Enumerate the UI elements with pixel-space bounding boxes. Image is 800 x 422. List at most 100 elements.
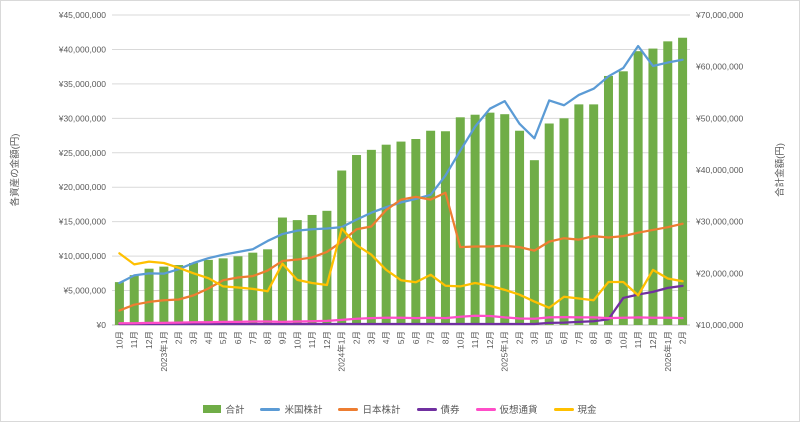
bar-total[interactable] — [337, 170, 347, 325]
bar-total[interactable] — [648, 48, 658, 325]
legend-label-total: 合計 — [225, 405, 245, 416]
bar-total[interactable] — [500, 114, 510, 325]
bar-total[interactable] — [485, 112, 495, 326]
legend-item-us-stocks[interactable]: 米国株計 — [260, 402, 322, 416]
bar-total[interactable] — [307, 214, 317, 325]
legend-item-crypto[interactable]: 仮想通貨 — [475, 402, 538, 416]
bar-total[interactable] — [189, 263, 199, 325]
right-axis-tick-label: ¥10,000,000 — [695, 320, 744, 330]
bar-total[interactable] — [144, 268, 154, 325]
bar-total[interactable] — [233, 256, 243, 325]
bar-total[interactable] — [292, 220, 302, 325]
legend-swatch-cash — [553, 407, 574, 411]
legend-label-jp-stocks: 日本株計 — [362, 405, 401, 416]
line-crypto[interactable] — [118, 314, 684, 325]
x-axis-category-label: 6月 — [411, 331, 421, 344]
bar-total[interactable] — [381, 144, 391, 325]
bar-total[interactable] — [455, 117, 465, 325]
legend-item-jp-stocks[interactable]: 日本株計 — [338, 402, 401, 416]
x-axis-category-label: 4月 — [203, 331, 213, 344]
x-axis-category-label: 12月 — [648, 331, 658, 349]
legend-swatch-total — [203, 405, 222, 413]
x-axis-category-label: 11月 — [633, 331, 643, 348]
bar-total[interactable] — [663, 41, 673, 325]
x-axis-category-label: 11月 — [307, 331, 317, 348]
right-axis-tick-label: ¥50,000,000 — [695, 113, 744, 123]
x-axis-category-label: 3月 — [189, 331, 199, 344]
legend-swatch-bonds — [416, 407, 437, 411]
bar-total[interactable] — [559, 118, 569, 325]
bar-total[interactable] — [129, 275, 139, 325]
line-us-stocks[interactable] — [118, 44, 684, 285]
line-bonds[interactable] — [118, 284, 684, 326]
left-axis-tick-label: ¥5,000,000 — [62, 286, 106, 296]
bar-total[interactable] — [515, 130, 525, 325]
x-axis-category-label: 2024年1月 — [337, 331, 347, 372]
bar-total[interactable] — [440, 131, 450, 325]
bar-total[interactable] — [396, 141, 406, 325]
x-axis-category-label: 2月 — [174, 331, 184, 344]
x-axis-category-label: 9月 — [603, 331, 613, 344]
left-axis-tick-label: ¥20,000,000 — [58, 182, 107, 192]
bar-total[interactable] — [589, 104, 599, 325]
bar-total[interactable] — [603, 75, 613, 325]
x-axis-category-label: 10月 — [292, 331, 302, 349]
bar-total[interactable] — [529, 160, 539, 325]
bar-total[interactable] — [277, 217, 287, 325]
bar-total[interactable] — [159, 266, 169, 325]
x-axis-category-label: 5月 — [218, 331, 228, 344]
left-axis-tick-label: ¥25,000,000 — [58, 148, 107, 158]
x-axis-category-label: 12月 — [144, 331, 154, 349]
bar-total[interactable] — [426, 130, 436, 325]
bar-total[interactable] — [633, 51, 643, 326]
x-axis-category-label: 9月 — [277, 331, 287, 344]
bar-total[interactable] — [678, 37, 688, 325]
legend-swatch-us-stocks — [260, 407, 281, 411]
x-axis-category-label: 2025年1月 — [500, 331, 510, 372]
left-axis-tick-label: ¥0 — [96, 320, 107, 330]
legend-item-total[interactable]: 合計 — [203, 402, 244, 416]
legend-label-crypto: 仮想通貨 — [499, 405, 538, 416]
left-axis-tick-label: ¥10,000,000 — [58, 251, 107, 261]
right-axis-tick-label: ¥30,000,000 — [695, 217, 744, 227]
bar-total[interactable] — [411, 139, 421, 325]
bar-total[interactable] — [352, 155, 362, 325]
bar-total[interactable] — [618, 71, 628, 325]
bar-total[interactable] — [218, 258, 228, 325]
bar-total[interactable] — [366, 149, 376, 325]
bar-total[interactable] — [544, 123, 554, 326]
line-cash[interactable] — [118, 227, 684, 309]
left-axis-tick-label: ¥45,000,000 — [58, 10, 107, 20]
x-axis-category-label: 2023年1月 — [159, 331, 169, 372]
bar-total[interactable] — [470, 114, 480, 325]
left-axis-title: 各資産の金額(円) — [10, 133, 21, 207]
x-axis-category-label: 10月 — [114, 331, 124, 349]
bar-total[interactable] — [114, 282, 124, 325]
right-axis-tick-label: ¥70,000,000 — [695, 10, 744, 20]
x-axis-category-label: 4月 — [381, 331, 391, 344]
bar-total[interactable] — [322, 210, 332, 325]
line-jp-stocks[interactable] — [118, 191, 684, 312]
legend-label-bonds: 債券 — [440, 405, 460, 416]
left-axis-tick-label: ¥30,000,000 — [58, 113, 107, 123]
x-axis-category-label: 12月 — [485, 331, 495, 349]
x-axis-category-label: 2月 — [515, 331, 525, 344]
chart-legend: 合計 米国株計 日本株計 債券 仮想通貨 現金 — [0, 401, 800, 417]
x-axis-category-label: 2026年1月 — [663, 331, 673, 372]
legend-item-cash[interactable]: 現金 — [553, 402, 597, 416]
bar-total[interactable] — [203, 259, 213, 325]
legend-swatch-crypto — [475, 407, 496, 411]
x-axis-category-label: 2月 — [352, 331, 362, 344]
x-axis-category-label: 6月 — [559, 331, 569, 344]
bar-total[interactable] — [174, 265, 184, 325]
left-axis-tick-label: ¥15,000,000 — [58, 217, 107, 227]
x-axis-category-label: 7月 — [574, 331, 584, 344]
x-axis-category-label: 11月 — [470, 331, 480, 348]
right-axis-tick-label: ¥20,000,000 — [695, 268, 744, 278]
x-axis-category-label: 10月 — [455, 331, 465, 349]
bar-total[interactable] — [263, 249, 273, 325]
bar-total[interactable] — [574, 104, 584, 325]
legend-item-bonds[interactable]: 債券 — [416, 402, 460, 416]
